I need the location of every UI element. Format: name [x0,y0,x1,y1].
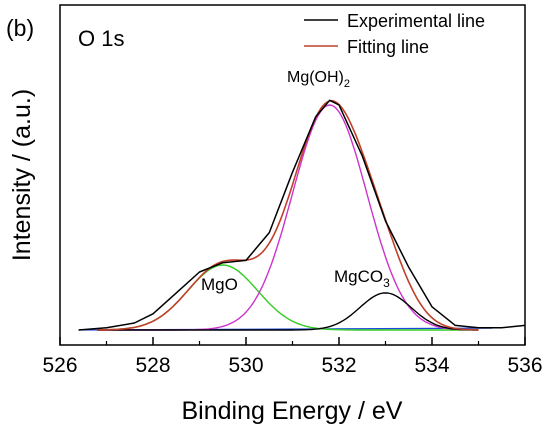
legend-label-experimental: Experimental line [347,11,485,31]
series-line-experimental [78,99,526,331]
peak-label-mgo: MgO [201,275,238,294]
x-axis-title: Binding Energy / eV [182,397,403,425]
series-line-fitting [97,99,479,331]
plot-area: 526 528 530 532 534 536 [42,4,543,377]
x-tick-label: 526 [42,354,77,377]
peak-curve-mgco3 [97,292,479,331]
curves [78,99,526,331]
chart-title: O 1s [78,26,124,51]
peak-label-mgco3: MgCO3 [334,267,390,290]
x-tick-label: 530 [228,354,263,377]
peak-label-mgoh2: Mg(OH)2 [287,69,350,90]
x-tick-label: 534 [414,354,449,377]
y-axis-title: Intensity / (a.u.) [8,89,36,261]
x-axis-ticks: 526 528 530 532 534 536 [42,337,543,377]
x-tick-label: 536 [507,354,542,377]
peak-curve-mgoh2 [97,104,479,331]
legend: Experimental line Fitting line [304,11,485,57]
panel-label: (b) [6,15,34,41]
legend-label-fitting: Fitting line [347,37,429,57]
plot-frame [59,4,526,346]
x-tick-label: 528 [135,354,170,377]
x-tick-label: 532 [321,354,356,377]
